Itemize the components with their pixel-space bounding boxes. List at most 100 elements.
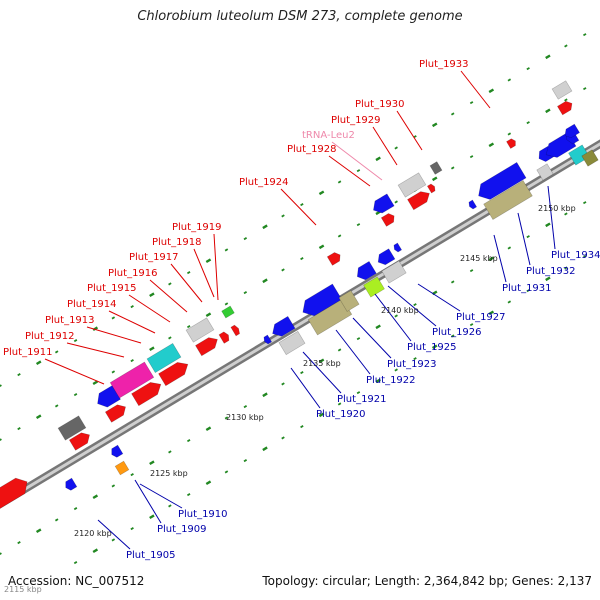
tick-dot	[337, 234, 342, 238]
leader-line	[193, 248, 215, 298]
tick-dot	[394, 368, 398, 372]
tick-dot	[564, 266, 568, 270]
forward-gene[interactable]	[397, 172, 427, 198]
gene-label-trna-leu2[interactable]: tRNA-Leu2	[302, 130, 355, 141]
reverse-gene[interactable]	[65, 477, 78, 491]
forward-gene[interactable]	[506, 138, 516, 149]
forward-gene[interactable]	[0, 477, 28, 510]
reverse-gene[interactable]	[302, 283, 343, 317]
forward-gene[interactable]	[68, 432, 90, 451]
reverse-gene[interactable]	[381, 260, 407, 284]
tick-dot	[186, 325, 191, 329]
gene-label-plut_1914[interactable]: Plut_1914	[67, 299, 117, 310]
forward-gene[interactable]	[373, 193, 395, 214]
reverse-gene[interactable]	[356, 260, 377, 281]
leader-line	[387, 285, 437, 327]
gene-label-plut_1916[interactable]: Plut_1916	[108, 268, 158, 279]
tick-dot	[17, 373, 21, 377]
reverse-gene[interactable]	[393, 242, 403, 253]
gene-label-plut_1927[interactable]: Plut_1927	[456, 312, 506, 323]
tick-dot	[111, 484, 116, 488]
tick-dot	[0, 438, 2, 442]
forward-gene[interactable]	[146, 343, 182, 373]
forward-gene[interactable]	[109, 361, 155, 399]
reverse-gene[interactable]	[478, 161, 527, 200]
leader-line	[44, 358, 105, 385]
reverse-gene[interactable]	[263, 334, 273, 345]
reverse-gene[interactable]	[468, 199, 478, 210]
gene-label-plut_1923[interactable]: Plut_1923	[387, 359, 437, 370]
forward-gene[interactable]	[230, 324, 240, 337]
forward-gene[interactable]	[195, 337, 218, 357]
forward-gene[interactable]	[104, 404, 126, 423]
gene-label-plut_1912[interactable]: Plut_1912	[25, 331, 75, 342]
gene-label-plut_1934[interactable]: Plut_1934	[551, 250, 600, 261]
gene-label-plut_1922[interactable]: Plut_1922	[366, 375, 416, 386]
gene-label-plut_1930[interactable]: Plut_1930	[355, 99, 405, 110]
gene-label-plut_1918[interactable]: Plut_1918	[152, 237, 202, 248]
gene-label-plut_1932[interactable]: Plut_1932	[526, 266, 576, 277]
gene-label-plut_1915[interactable]: Plut_1915	[87, 283, 137, 294]
tick-dot	[375, 324, 381, 330]
gene-label-plut_1926[interactable]: Plut_1926	[432, 327, 482, 338]
reverse-gene[interactable]	[278, 330, 306, 356]
tick-dot	[0, 384, 2, 388]
tick-dot	[281, 214, 285, 218]
tick-dot	[431, 122, 438, 128]
reverse-gene[interactable]	[338, 290, 360, 312]
reverse-gene[interactable]	[307, 298, 353, 336]
forward-gene[interactable]	[426, 183, 436, 194]
tick-dot	[300, 425, 304, 429]
reverse-gene[interactable]	[377, 248, 396, 266]
tick-dot	[582, 201, 587, 205]
gene-label-plut_1924[interactable]: Plut_1924	[239, 177, 289, 188]
tick-dot	[507, 132, 512, 136]
forward-gene[interactable]	[551, 80, 573, 100]
forward-gene[interactable]	[158, 362, 189, 387]
axis-tick-label: 2135 kbp	[303, 359, 341, 368]
reverse-gene[interactable]	[111, 444, 124, 458]
reverse-gene[interactable]	[363, 276, 385, 298]
forward-gene[interactable]	[407, 191, 430, 211]
leader-line	[396, 110, 423, 151]
gene-label-plut_1911[interactable]: Plut_1911	[3, 347, 53, 358]
tick-dot	[111, 316, 116, 320]
gene-label-plut_1928[interactable]: Plut_1928	[287, 144, 337, 155]
gene-label-plut_1931[interactable]: Plut_1931	[502, 283, 552, 294]
forward-gene[interactable]	[185, 317, 215, 343]
tick-dot	[73, 561, 78, 565]
map-title: Chlorobium luteolum DSM 273, complete ge…	[137, 9, 463, 24]
forward-gene[interactable]	[380, 213, 395, 227]
reverse-gene[interactable]	[483, 180, 533, 220]
reverse-gene[interactable]	[536, 163, 554, 181]
axis-tick-label: 2140 kbp	[381, 306, 419, 315]
gene-features[interactable]	[0, 80, 599, 510]
gene-label-plut_1910[interactable]: Plut_1910	[178, 509, 228, 520]
forward-gene[interactable]	[131, 382, 162, 407]
gene-label-plut_1909[interactable]: Plut_1909	[157, 524, 207, 535]
gene-label-plut_1919[interactable]: Plut_1919	[172, 222, 222, 233]
forward-gene[interactable]	[326, 252, 341, 266]
tick-dot	[450, 112, 455, 116]
gene-label-plut_1913[interactable]: Plut_1913	[45, 315, 95, 326]
forward-gene[interactable]	[57, 415, 87, 441]
forward-gene[interactable]	[218, 331, 230, 344]
tick-dot	[92, 380, 99, 386]
reverse-gene[interactable]	[114, 460, 130, 476]
gene-labels[interactable]: Plut_1911 Plut_1912 Plut_1913 Plut_1914 Plut…	[3, 59, 600, 561]
gene-label-plut_1920[interactable]: Plut_1920	[316, 409, 366, 420]
tick-dot	[507, 300, 512, 304]
reverse-gene[interactable]	[272, 315, 296, 337]
gene-label-plut_1917[interactable]: Plut_1917	[129, 252, 179, 263]
gene-label-plut_1925[interactable]: Plut_1925	[407, 342, 457, 353]
forward-gene[interactable]	[221, 305, 235, 319]
gene-label-plut_1929[interactable]: Plut_1929	[331, 115, 381, 126]
forward-gene[interactable]	[557, 100, 573, 116]
reverse-gene[interactable]	[581, 149, 599, 167]
gene-label-plut_1921[interactable]: Plut_1921	[337, 394, 387, 405]
gene-label-plut_1933[interactable]: Plut_1933	[419, 59, 469, 70]
gene-label-plut_1905[interactable]: Plut_1905	[126, 550, 176, 561]
reverse-gene[interactable]	[564, 123, 580, 139]
forward-gene[interactable]	[429, 161, 443, 175]
